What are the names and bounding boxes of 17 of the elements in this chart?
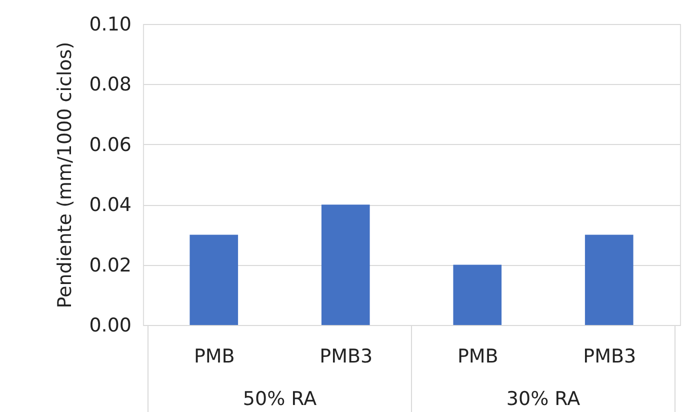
y-axis-title: Pendiente (mm/1000 ciclos) <box>54 42 76 308</box>
x-tick-label: PMB <box>457 346 498 368</box>
x-tick-label: PMB3 <box>320 346 373 368</box>
y-tick-label: 0.10 <box>89 14 132 36</box>
x-tick-label: PMB <box>194 346 235 368</box>
y-tick-label: 0.06 <box>89 134 132 156</box>
bar <box>190 234 238 325</box>
bar <box>321 204 370 325</box>
bar <box>453 264 502 325</box>
bar <box>584 234 634 325</box>
text: 50% RA <box>242 388 317 410</box>
y-tick-label: 0.00 <box>89 314 132 336</box>
y-tick-label: 0.04 <box>89 194 132 216</box>
y-tick-label: 0.02 <box>89 254 132 276</box>
text: 30% RA <box>506 388 580 410</box>
x-tick-label: PMB3 <box>583 346 636 368</box>
y-tick-label: 0.08 <box>89 74 132 96</box>
